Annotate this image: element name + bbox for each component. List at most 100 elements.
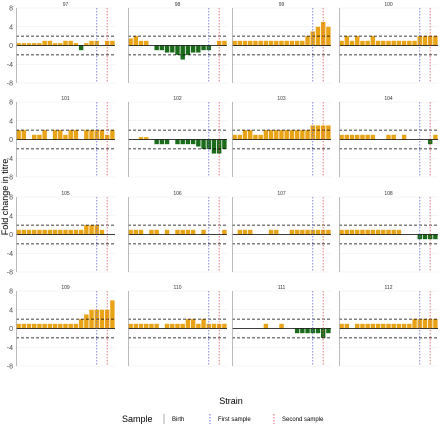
bar [242,40,248,46]
bar [315,125,321,140]
bar [381,229,386,235]
bar [422,319,428,329]
panel-label: 112 [385,285,393,291]
bar [138,40,144,46]
bar [232,134,237,140]
bar [211,323,217,329]
y-tick-label: 8 [9,289,13,296]
bar [320,229,326,235]
bar [222,323,227,329]
bar [37,43,42,46]
bar [144,40,149,46]
bar [128,323,133,329]
bar [391,323,396,329]
panel-label: 107 [277,191,286,197]
bar [375,323,381,329]
panel-strip [16,283,115,291]
y-tick-label: 0 [9,326,13,333]
bar [300,229,305,235]
bar [164,45,170,53]
bar [180,139,185,145]
bar [339,134,344,140]
bar [289,130,295,140]
panel-101: 101 -8 -4 0 4 8 [7,94,115,182]
bar [63,40,68,46]
panel-label: 101 [61,96,70,102]
panels: 97 -8 -4 0 4 8 98 99 100 101 -8 -4 0 4 8 102 103 104 105 -8… [7,0,438,371]
bar [258,40,263,46]
panel-label: 103 [277,96,286,102]
bar [216,139,222,154]
bar [73,323,79,329]
bar [16,130,21,140]
bar [326,328,331,334]
bar [175,139,180,145]
bar [360,323,365,329]
bar [78,45,84,51]
panel-108: 108 [339,189,438,273]
bar [175,45,180,55]
y-tick-label: 8 [9,195,13,202]
bar [242,229,248,235]
panel-105: 105 -8 -4 0 4 8 [7,189,115,277]
bar [104,40,110,46]
bar [58,229,63,235]
panel-strip [232,0,331,8]
bar [201,319,206,329]
bar [37,134,42,140]
y-tick-label: -4 [7,345,13,352]
bar [32,229,37,235]
y-tick-label: -4 [7,251,13,258]
bar [216,323,222,329]
panel-label: 110 [174,285,182,291]
bar [52,323,58,329]
bar [94,130,99,140]
bar [279,130,284,140]
bar [37,323,42,329]
bar [89,130,94,140]
bar [279,323,284,329]
bar [99,130,105,140]
bar [73,130,79,140]
panel-102: 102 [128,94,227,178]
bar [268,130,274,140]
y-tick-label: -4 [7,62,13,69]
y-tick-label: 4 [9,118,13,125]
bar [16,323,21,329]
panel-label: 108 [384,191,393,197]
bar [58,130,63,140]
bar [355,229,360,235]
y-tick-label: -8 [7,175,13,182]
bar [89,225,94,235]
bar [232,40,237,46]
bar [386,229,391,235]
bar [138,229,144,235]
bar [237,134,243,140]
bar [201,139,206,149]
bar [248,229,253,235]
bar [294,40,300,46]
bar [175,323,180,329]
bar [320,22,326,46]
bar [138,137,144,140]
bar [305,130,310,140]
bar [253,134,258,140]
bar [339,323,344,329]
y-tick-label: 8 [9,100,13,107]
bar [68,229,73,235]
bar [396,40,402,46]
panel-106: 106 [128,189,227,273]
panel-112: 112 [339,283,438,367]
bar [263,40,269,46]
bar [58,323,63,329]
bar [159,45,165,51]
bar [21,130,27,140]
bar [164,139,170,145]
panel-100: 100 [339,0,438,84]
bar [248,130,253,140]
bar [68,130,73,140]
legend-label: First sample [218,417,251,423]
bar [104,134,110,140]
bar [170,323,175,329]
bar [391,229,396,235]
